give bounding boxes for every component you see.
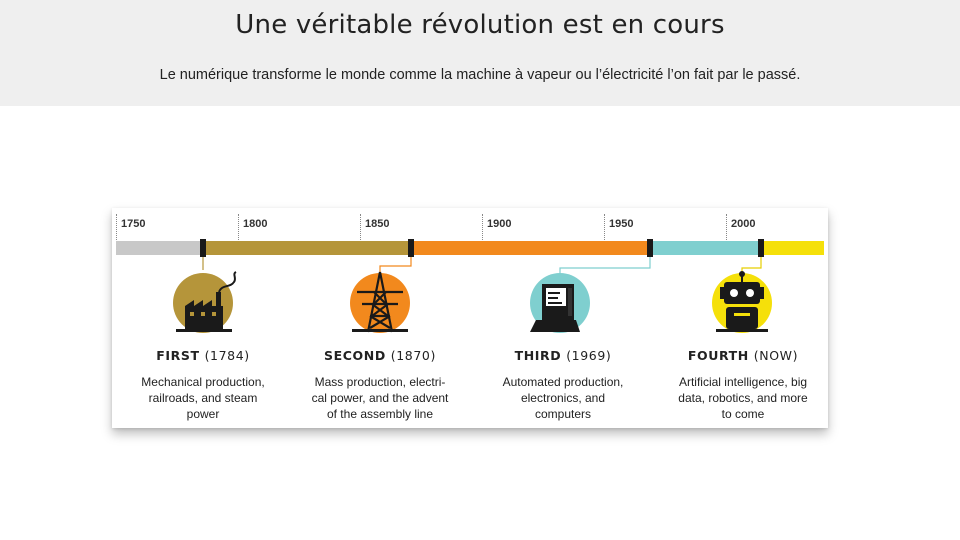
era-title-third: THIRD (1969) — [478, 348, 648, 363]
era-marker — [408, 239, 414, 257]
year-tick — [726, 214, 728, 240]
year-tick — [482, 214, 484, 240]
era-marker — [758, 239, 764, 257]
page-subtitle: Le numérique transforme le monde comme l… — [159, 67, 801, 83]
era-marker — [200, 239, 206, 257]
description-line: electronics, and — [520, 391, 606, 405]
year-tick — [360, 214, 362, 240]
power-pylon-icon — [350, 271, 410, 333]
era-title-first: FIRST (1784) — [118, 348, 288, 363]
year-label: 1900 — [487, 218, 512, 230]
connector-line — [559, 257, 651, 274]
year-tick — [116, 214, 118, 240]
header-banner: Une véritable révolution est en cours Le… — [0, 0, 960, 106]
description-line: Artificial intelligence, big — [678, 375, 808, 389]
description-line: power — [186, 407, 220, 421]
era-name: THIRD — [514, 348, 562, 363]
year-label: 1800 — [243, 218, 268, 230]
year-label: 2000 — [731, 218, 756, 230]
era-description-second: Mass production, electri- cal power, and… — [305, 374, 455, 422]
timeline-segment-pre-first — [116, 241, 202, 255]
description-line: cal power, and the advent — [311, 391, 449, 405]
timeline-segment-first — [202, 241, 410, 255]
year-label: 1750 — [121, 218, 146, 230]
year-label: 1950 — [609, 218, 634, 230]
era-description-third: Automated production, electronics, and c… — [488, 374, 638, 422]
timeline-segment-second — [410, 241, 650, 255]
era-description-first: Mechanical production, railroads, and st… — [128, 374, 278, 422]
description-line: railroads, and steam — [148, 391, 258, 405]
description-line: of the assembly line — [326, 407, 434, 421]
year-tick — [238, 214, 240, 240]
era-description-fourth: Artificial intelligence, big data, robot… — [668, 374, 818, 422]
timeline-segment-fourth — [761, 241, 824, 255]
era-name: FIRST — [156, 348, 200, 363]
description-line: data, robotics, and more — [678, 391, 808, 405]
description-line: to come — [721, 407, 765, 421]
era-year: (1870) — [390, 348, 436, 363]
computer-icon — [530, 273, 590, 333]
factory-icon — [173, 271, 237, 333]
year-label: 1850 — [365, 218, 390, 230]
page-title: Une véritable révolution est en cours — [235, 10, 725, 40]
year-tick — [604, 214, 606, 240]
description-line: Mechanical production, — [141, 375, 265, 389]
era-year: (NOW) — [753, 348, 799, 363]
timeline-graphic — [116, 239, 824, 333]
era-title-second: SECOND (1870) — [295, 348, 465, 363]
robot-icon — [712, 271, 772, 333]
era-year: (1969) — [566, 348, 612, 363]
timeline-segment-third — [650, 241, 761, 255]
description-line: computers — [534, 407, 592, 421]
description-line: Mass production, electri- — [314, 375, 446, 389]
era-name: SECOND — [324, 348, 386, 363]
era-year: (1784) — [204, 348, 250, 363]
description-line: Automated production, — [502, 375, 624, 389]
industrial-revolutions-timeline: 1750 1800 1850 1900 1950 2000 — [112, 208, 828, 428]
era-title-fourth: FOURTH (NOW) — [658, 348, 828, 363]
connector-line — [379, 257, 412, 274]
era-marker — [647, 239, 653, 257]
era-name: FOURTH — [687, 348, 749, 363]
